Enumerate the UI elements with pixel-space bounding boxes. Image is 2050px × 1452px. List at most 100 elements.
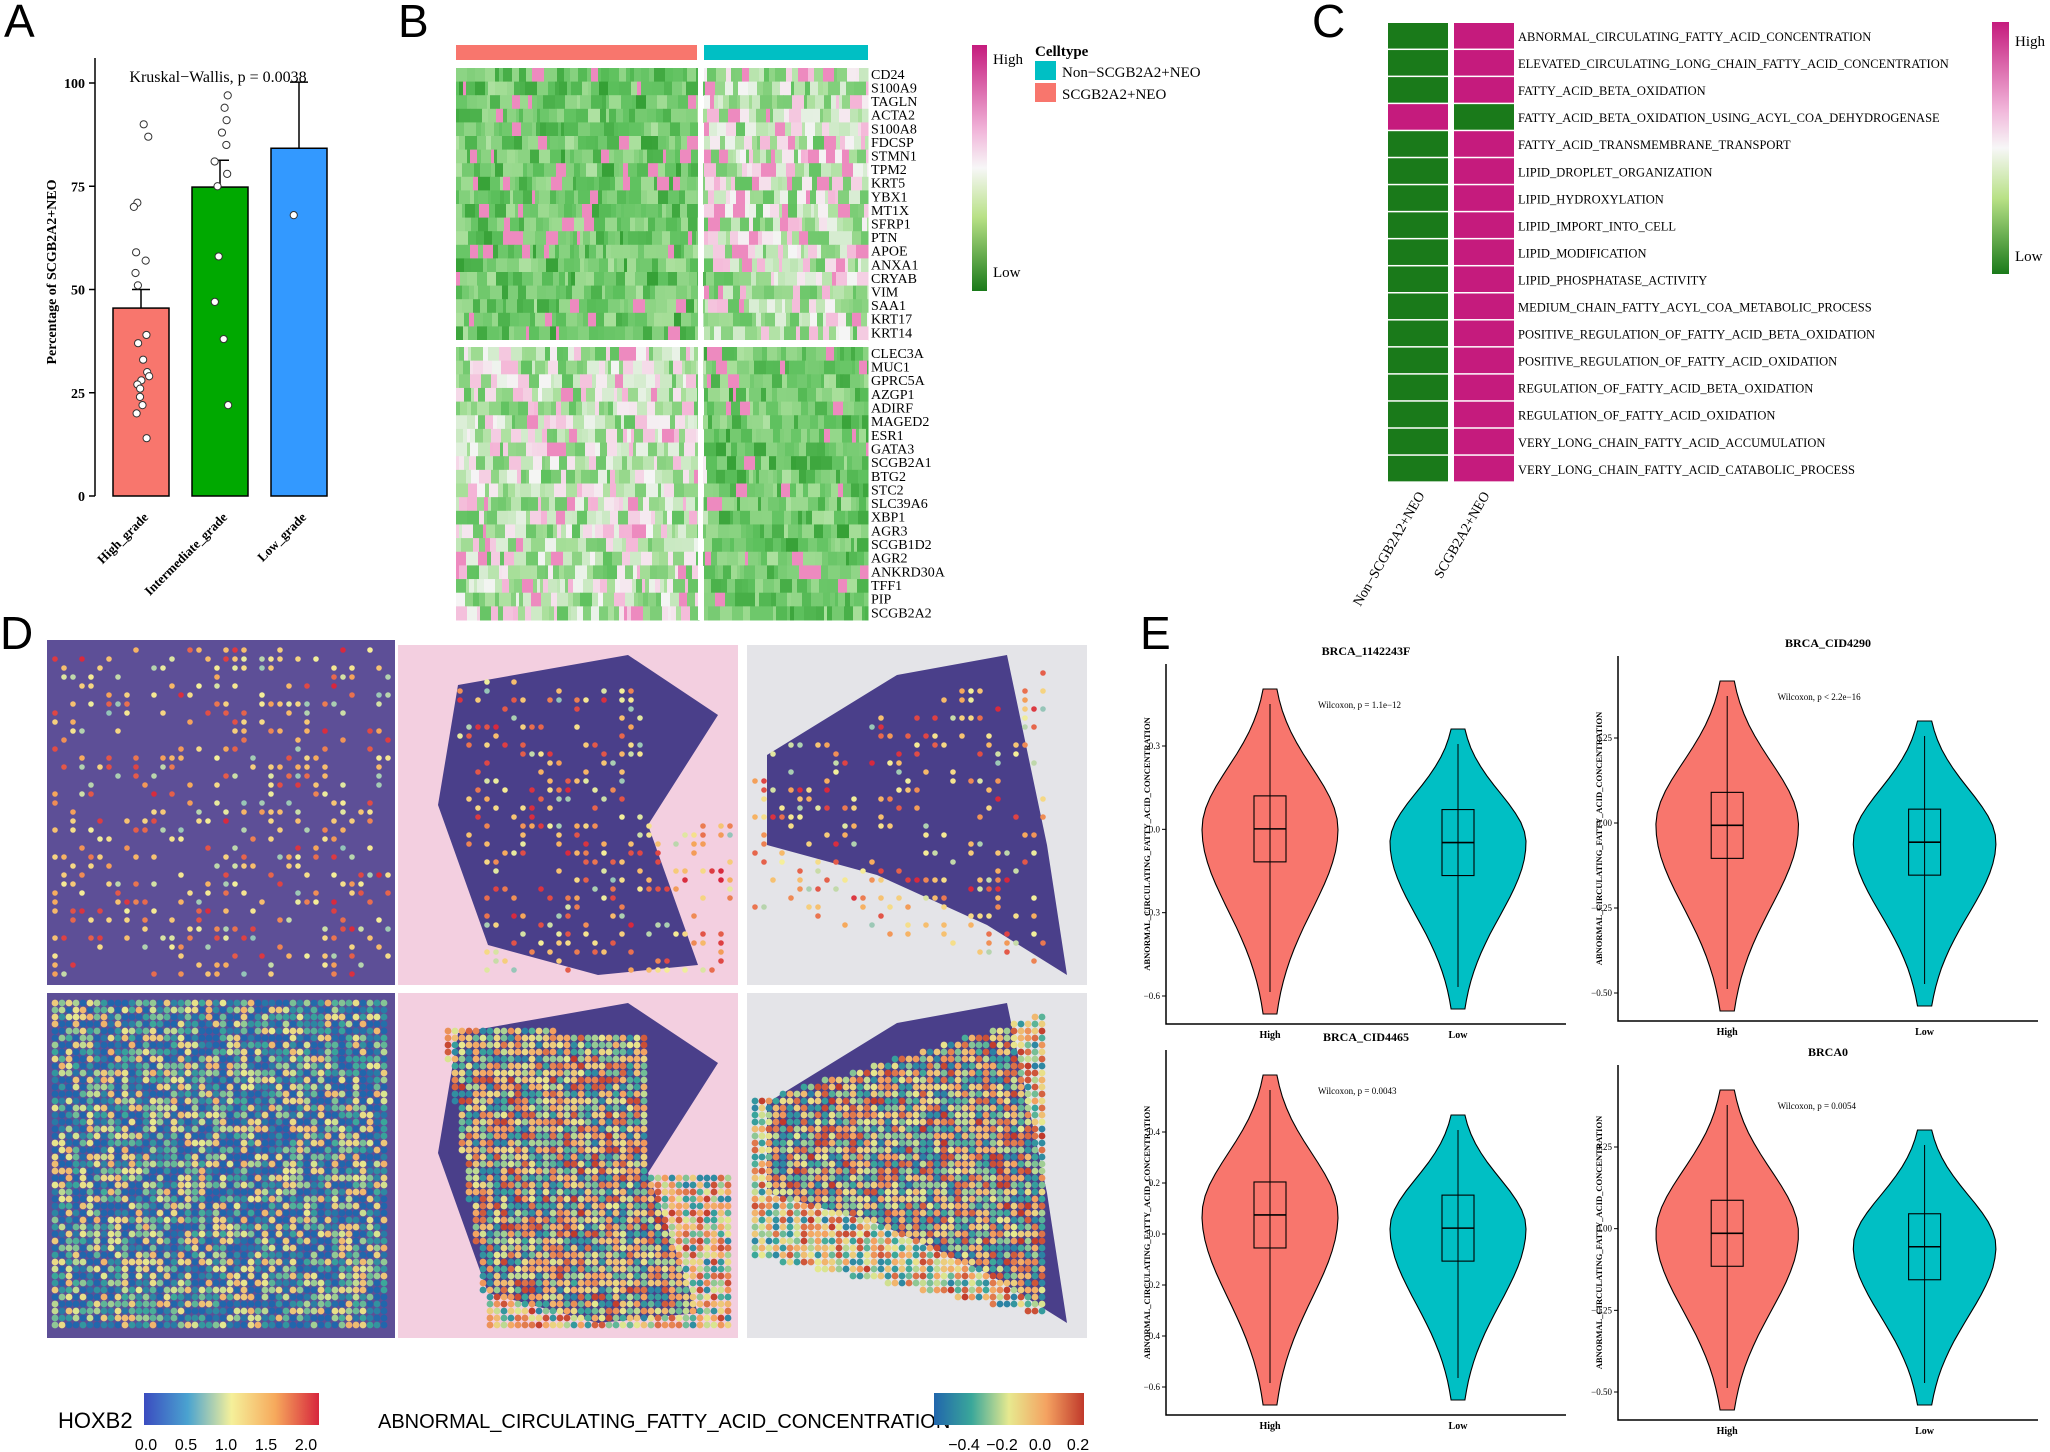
heatmap-cell	[866, 81, 869, 96]
spatial-spot	[177, 1125, 185, 1133]
spatial-spot	[502, 886, 508, 892]
heatmap-cell	[865, 606, 869, 621]
heatmap-cell	[778, 401, 782, 416]
heatmap-cell	[756, 469, 760, 484]
heatmap-cell	[704, 204, 715, 219]
spatial-spot	[303, 1216, 311, 1224]
spatial-spot	[610, 913, 616, 919]
spatial-spot	[163, 1153, 171, 1161]
spatial-spot	[142, 1181, 150, 1189]
spatial-spot	[261, 1076, 269, 1084]
spatial-spot	[149, 1013, 157, 1021]
heatmap-cell	[684, 551, 697, 566]
data-point	[217, 128, 227, 137]
spatial-spot	[79, 1104, 87, 1112]
spatial-spot	[345, 1188, 353, 1196]
spatial-spot	[100, 1125, 108, 1133]
spatial-spot	[338, 1111, 346, 1119]
spatial-spot	[359, 1216, 367, 1224]
heatmap-cell	[688, 231, 693, 246]
heatmap-cell	[819, 217, 828, 232]
heatmap-cell	[815, 217, 820, 232]
heatmap-cell	[529, 374, 540, 389]
spatial-spot	[100, 1237, 108, 1245]
spatial-spot	[324, 1013, 332, 1021]
spatial-spot	[986, 733, 992, 739]
heatmap-cell	[858, 122, 862, 137]
heatmap-cell	[471, 258, 484, 273]
spatial-spot	[700, 823, 706, 829]
tissue-region	[438, 655, 718, 975]
spatial-spot	[142, 1097, 150, 1105]
heatmap-cell	[750, 510, 763, 525]
heatmap-cell	[726, 428, 731, 444]
spatial-spot	[177, 999, 185, 1007]
spatial-spot	[198, 1174, 206, 1182]
heatmap-cell	[456, 190, 460, 205]
heatmap-cell	[508, 483, 516, 498]
heatmap-cell	[624, 524, 633, 539]
heatmap-cell	[850, 95, 863, 110]
spatial-spot	[254, 1188, 262, 1196]
heatmap-cell	[705, 551, 712, 566]
heatmap-cell	[550, 190, 557, 205]
spatial-spot	[52, 710, 58, 716]
spatial-spot	[52, 899, 58, 905]
heatmap-cell	[624, 299, 629, 314]
heatmap-cell	[503, 299, 507, 314]
heatmap-cell	[704, 136, 711, 151]
heatmap-cell	[753, 149, 761, 164]
spatial-spot	[268, 1167, 276, 1175]
heatmap-cell	[712, 415, 721, 430]
heatmap-cell	[825, 190, 829, 205]
spatial-spot	[317, 1020, 325, 1028]
heatmap-cell	[513, 606, 519, 621]
spatial-spot	[135, 1034, 143, 1042]
spatial-spot	[177, 1209, 185, 1217]
heatmap-cell	[830, 285, 834, 300]
spatial-spot	[295, 899, 301, 905]
spatial-spot	[268, 791, 274, 797]
spatial-spot	[574, 904, 580, 910]
spatial-spot	[718, 931, 724, 937]
spatial-spot	[233, 1118, 241, 1126]
spatial-spot	[968, 922, 974, 928]
heatmap-cell	[456, 374, 460, 389]
heatmap-cell	[503, 68, 513, 83]
heatmap-cell	[660, 579, 665, 594]
spatial-spot	[149, 1041, 157, 1049]
heatmap-cell	[707, 374, 712, 389]
heatmap-cell	[741, 524, 747, 539]
spatial-spot	[219, 1020, 227, 1028]
spatial-spot	[114, 999, 122, 1007]
heatmap-cell	[856, 244, 869, 259]
spatial-spot	[219, 1153, 227, 1161]
heatmap-cell	[791, 428, 802, 444]
spatial-spot	[106, 917, 112, 923]
heatmap-cell	[745, 592, 756, 607]
heatmap-cell	[723, 565, 732, 580]
spatial-spot	[797, 868, 803, 874]
heatmap-cell	[652, 551, 660, 566]
spatial-spot	[205, 1083, 213, 1091]
spatial-spot	[100, 999, 108, 1007]
spatial-spot	[65, 1195, 73, 1203]
spatial-spot	[151, 791, 157, 797]
heatmap-cell	[788, 190, 798, 205]
spatial-spot	[1013, 742, 1019, 748]
heatmap-cell	[601, 149, 610, 164]
spatial-spot	[142, 1034, 150, 1042]
heatmap-cell	[456, 231, 469, 246]
heatmap-cell	[538, 136, 548, 151]
heatmap-cell	[774, 565, 779, 580]
panel-letter-d: D	[0, 607, 34, 659]
heatmap-cell	[681, 163, 689, 178]
heatmap-cell	[680, 231, 689, 246]
heat-cell-scgb	[1454, 401, 1514, 428]
heatmap-cell	[463, 326, 469, 341]
spatial-spot	[261, 1006, 269, 1014]
bar	[270, 147, 328, 497]
spatial-spot	[317, 1041, 325, 1049]
spatial-spot	[233, 1174, 241, 1182]
spatial-spot	[133, 755, 139, 761]
